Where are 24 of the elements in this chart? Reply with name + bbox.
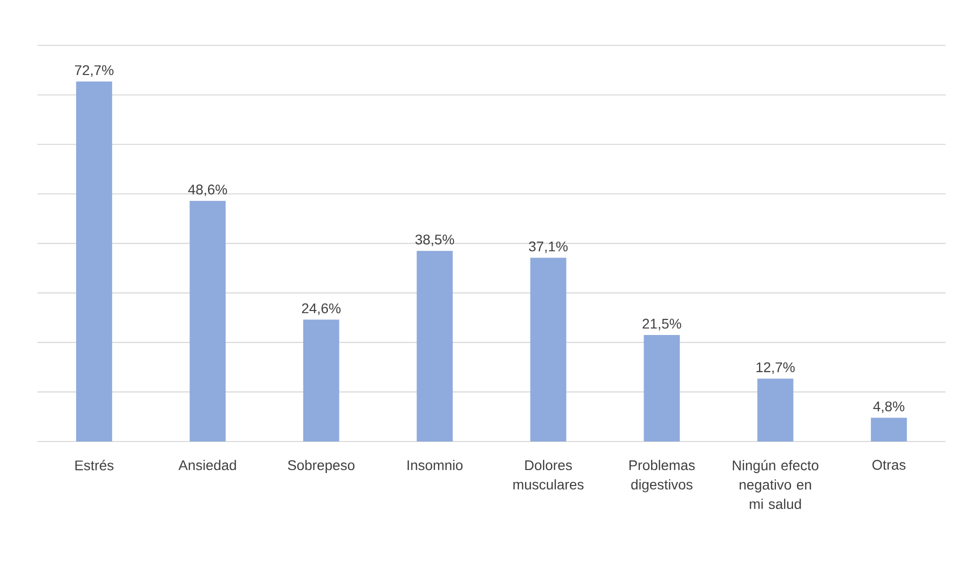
data-label: 21,5% <box>642 318 682 330</box>
bar <box>190 200 226 442</box>
data-label: 48,6% <box>188 184 227 196</box>
data-label: 37,1% <box>528 242 568 254</box>
data-label: 12,7% <box>756 362 795 374</box>
bar <box>303 320 340 442</box>
data-label: 4,8% <box>873 402 904 414</box>
x-tick-label: Estrés <box>75 460 114 470</box>
x-tick-label: Ningún efecto negativo en mi salud <box>732 460 818 510</box>
data-label: 38,5% <box>415 234 454 246</box>
data-label: 72,7% <box>74 65 114 77</box>
x-tick-label: Insomnio <box>408 460 463 470</box>
bar <box>644 335 680 442</box>
x-tick-label: Ansiedad <box>178 460 236 470</box>
bar <box>76 82 112 442</box>
x-tick-label: Dolores musculares <box>513 460 584 490</box>
x-tick-label: Sobrepeso <box>288 460 354 474</box>
bar <box>530 258 566 442</box>
bar <box>757 378 794 442</box>
bar <box>870 418 907 442</box>
x-tick-label: Otras <box>872 460 906 470</box>
x-tick-label: Problemas digestivos <box>629 460 695 492</box>
data-label: 24,6% <box>302 303 341 316</box>
bar <box>416 250 453 442</box>
